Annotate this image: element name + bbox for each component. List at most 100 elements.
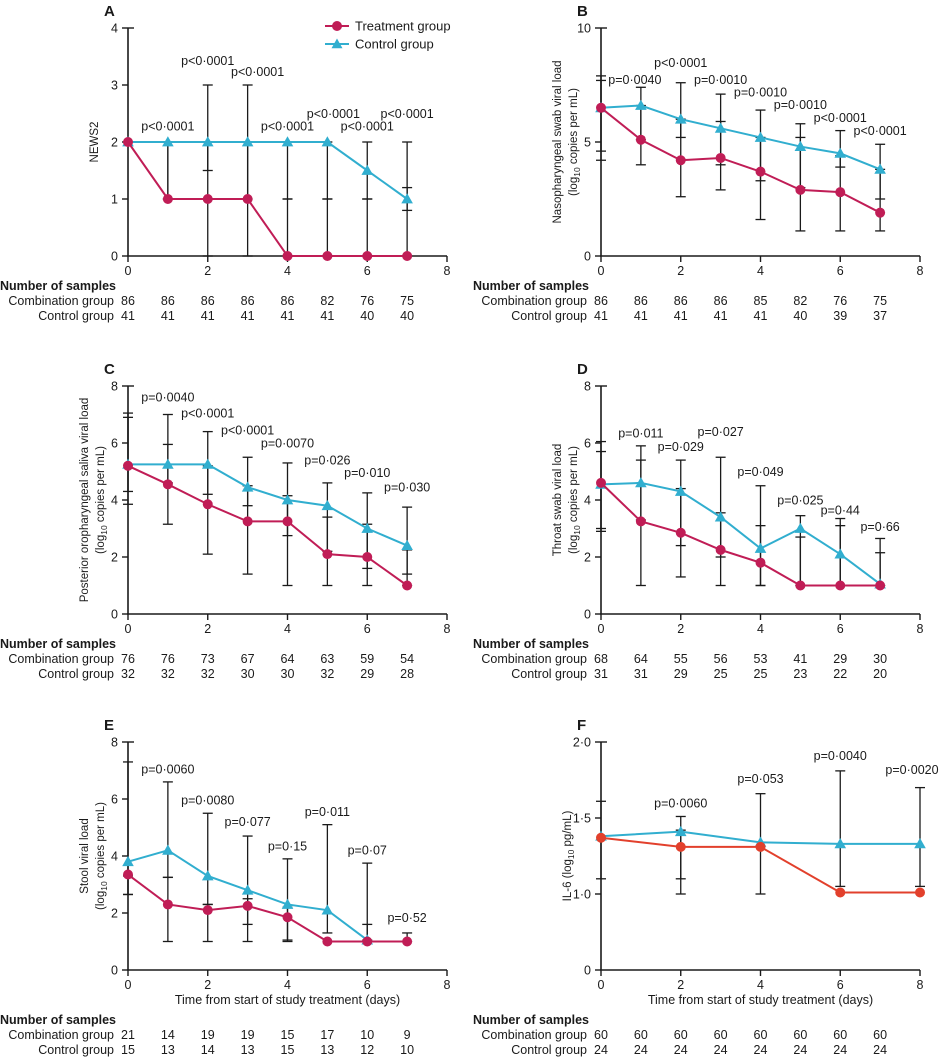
panel-e: E 0 2 4 6 8 0 2 4 6 8 Stool viral load (log10 copies… (0, 716, 472, 1058)
sample-count: 60 (594, 1028, 608, 1042)
sample-count: 68 (594, 652, 608, 666)
p-value-label: p<0·0001 (221, 423, 274, 437)
samples-header: Number of samples (0, 1013, 117, 1027)
control-marker (754, 131, 767, 142)
sample-count: 32 (200, 667, 215, 681)
sample-count: 13 (160, 1043, 175, 1057)
sample-count: 60 (673, 1028, 688, 1042)
samples-row-label: Combination group (481, 294, 587, 308)
panel-letter: B (577, 3, 588, 20)
control-marker (834, 838, 847, 849)
p-value-label: p=0·030 (384, 480, 430, 494)
control-samples-row: Control group 31 31 29 25 25 23 22 20 (473, 667, 945, 682)
treatment-marker (915, 887, 925, 898)
sample-count: 40 (793, 309, 808, 323)
sample-count: 30 (240, 667, 255, 681)
sample-count: 41 (793, 652, 808, 666)
samples-row-label: Control group (511, 309, 587, 323)
treatment-marker (755, 841, 766, 852)
y-tick-label: 6 (111, 436, 118, 450)
treatment-marker (755, 166, 766, 177)
x-tick-label: 8 (917, 978, 924, 992)
panel-f: F 0 1·0 1·5 2·0 0 2 4 6 8 IL-6 (log10 pg/mL) p=0·00… (473, 716, 945, 1058)
x-axis-title: Time from start of study treatment (days… (648, 993, 873, 1007)
sample-count: 63 (320, 652, 335, 666)
error-bar (162, 141, 173, 200)
x-tick-label: 0 (598, 978, 605, 992)
y-tick-label: 2 (111, 135, 118, 149)
y-tick-label: 2 (111, 906, 118, 920)
treatment-marker (202, 194, 213, 204)
sample-count: 21 (121, 1028, 135, 1042)
y-tick-label: 0 (584, 607, 591, 621)
treatment-marker (635, 134, 646, 145)
sample-count: 53 (753, 652, 768, 666)
error-bar (322, 198, 333, 257)
x-tick-label: 8 (444, 622, 451, 636)
control-marker (674, 113, 687, 124)
y-tick-label: 8 (111, 735, 118, 749)
sample-count: 41 (240, 309, 255, 323)
treatment-marker (635, 516, 646, 527)
y-tick-label: 4 (111, 849, 118, 863)
x-tick-label: 4 (284, 264, 291, 278)
treatment-marker (795, 580, 806, 591)
panel-d: D 0 2 4 6 8 0 2 4 6 8 Throat swab viral load (log10 … (473, 358, 945, 682)
p-value-label: p=0·029 (658, 440, 704, 454)
treatment-marker (362, 936, 373, 947)
control-marker (361, 164, 374, 175)
error-bar (123, 412, 133, 493)
x-tick-label: 8 (917, 264, 924, 278)
y-axis-title: NEWS2 (89, 122, 101, 163)
control-marker (162, 458, 174, 469)
sample-count: 37 (873, 309, 888, 323)
sample-count: 19 (200, 1028, 215, 1042)
p-value-label: p=0·0020 (885, 763, 938, 777)
sample-count: 85 (753, 294, 768, 308)
sample-count: 60 (873, 1028, 888, 1042)
treatment-line (600, 107, 881, 214)
sample-count: 86 (160, 294, 175, 308)
p-value-label: p=0·07 (348, 844, 387, 858)
control-samples-row: Control group 24 24 24 24 24 24 24 24 (473, 1043, 945, 1058)
error-bar (675, 82, 686, 139)
p-value-label: p<0·0001 (654, 56, 707, 70)
treatment-line (600, 482, 881, 587)
y-tick-label: 6 (111, 792, 118, 806)
y-axis-title: IL-6 (log10 pg/mL) (562, 811, 576, 902)
treatment-marker (755, 557, 766, 568)
panel-letter: A (104, 3, 115, 20)
control-marker (201, 458, 214, 469)
error-bar (322, 824, 333, 934)
control-samples-row: Control group 41 41 41 41 41 41 40 40 (0, 309, 472, 324)
treatment-marker (875, 580, 886, 591)
treatment-marker (835, 580, 846, 591)
sample-count: 25 (753, 667, 768, 681)
p-value-label: p<0·0001 (181, 54, 234, 68)
panel-b: B 0 5 10 0 2 4 6 8 Nasopharyngeal swab viral load… (473, 0, 945, 324)
p-value-label: p=0·077 (225, 815, 271, 829)
x-tick-label: 6 (364, 978, 371, 992)
y-tick-label: 4 (111, 21, 118, 35)
treatment-marker (123, 460, 133, 471)
control-samples-row: Control group 32 32 32 30 30 32 29 28 (0, 667, 472, 682)
error-bar (362, 198, 373, 257)
x-tick-label: 4 (757, 978, 764, 992)
y-tick-label: 3 (111, 78, 118, 92)
legend-treatment-label: Treatment group (355, 19, 451, 34)
control-marker (241, 481, 254, 492)
sample-count: 30 (280, 667, 295, 681)
sample-count: 24 (633, 1043, 648, 1057)
control-marker (401, 193, 413, 204)
sample-count: 76 (160, 652, 175, 666)
panel-letter: D (577, 361, 588, 378)
control-marker (635, 99, 647, 110)
samples-row-label: Control group (511, 667, 587, 681)
p-value-label: p=0·0060 (654, 796, 707, 810)
sample-count: 29 (833, 652, 848, 666)
y-tick-label: 0 (584, 963, 591, 977)
x-tick-label: 6 (837, 978, 844, 992)
samples-table-c: Number of samples Combination group 76 76 73… (0, 636, 472, 682)
samples-row-label: Control group (38, 667, 114, 681)
